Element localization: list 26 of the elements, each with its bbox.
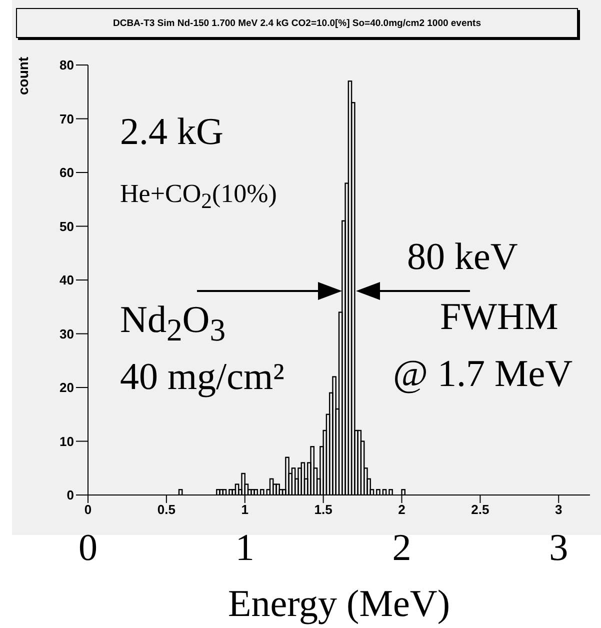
y-tick-label: 50 bbox=[60, 218, 74, 234]
y-tick-label: 20 bbox=[60, 380, 74, 396]
y-tick-label: 80 bbox=[60, 58, 74, 73]
y-tick-label: 0 bbox=[66, 488, 74, 503]
x-tick-label: 0.5 bbox=[157, 502, 176, 518]
x-tick-label: 1 bbox=[241, 502, 248, 518]
annotation: 40 mg/cm² bbox=[120, 356, 284, 399]
x-tick-label: 2.5 bbox=[471, 502, 490, 518]
annotation: 2.4 kG bbox=[120, 111, 224, 154]
annotation: @ 1.7 MeV bbox=[393, 353, 573, 396]
x-tick-label: 3 bbox=[555, 502, 562, 518]
x-tick-label: 1.5 bbox=[314, 502, 332, 518]
annotation: Nd$_{2}$O$_{3}$ bbox=[120, 299, 226, 348]
y-tick-label: 60 bbox=[60, 165, 74, 180]
y-axis-title: count bbox=[14, 56, 31, 95]
x-tick-label: 0 bbox=[84, 502, 92, 518]
y-tick-label: 40 bbox=[60, 272, 74, 288]
annotation: He+CO$_{2}$(10%) bbox=[120, 179, 277, 214]
annotation: 80 keV bbox=[407, 236, 518, 279]
annotation: FWHM bbox=[440, 296, 558, 339]
chart-title: DCBA-T3 Sim Nd-150 1.700 MeV 2.4 kG CO2=10.0[%] So=40.0mg/cm2 1000 events bbox=[16, 8, 578, 38]
x-axis-title: Energy (MeV) bbox=[228, 583, 450, 625]
x-tick-label: 2 bbox=[398, 502, 406, 518]
y-tick-label: 30 bbox=[60, 326, 74, 342]
y-tick-label: 70 bbox=[60, 111, 74, 126]
y-tick-label: 10 bbox=[60, 434, 74, 449]
